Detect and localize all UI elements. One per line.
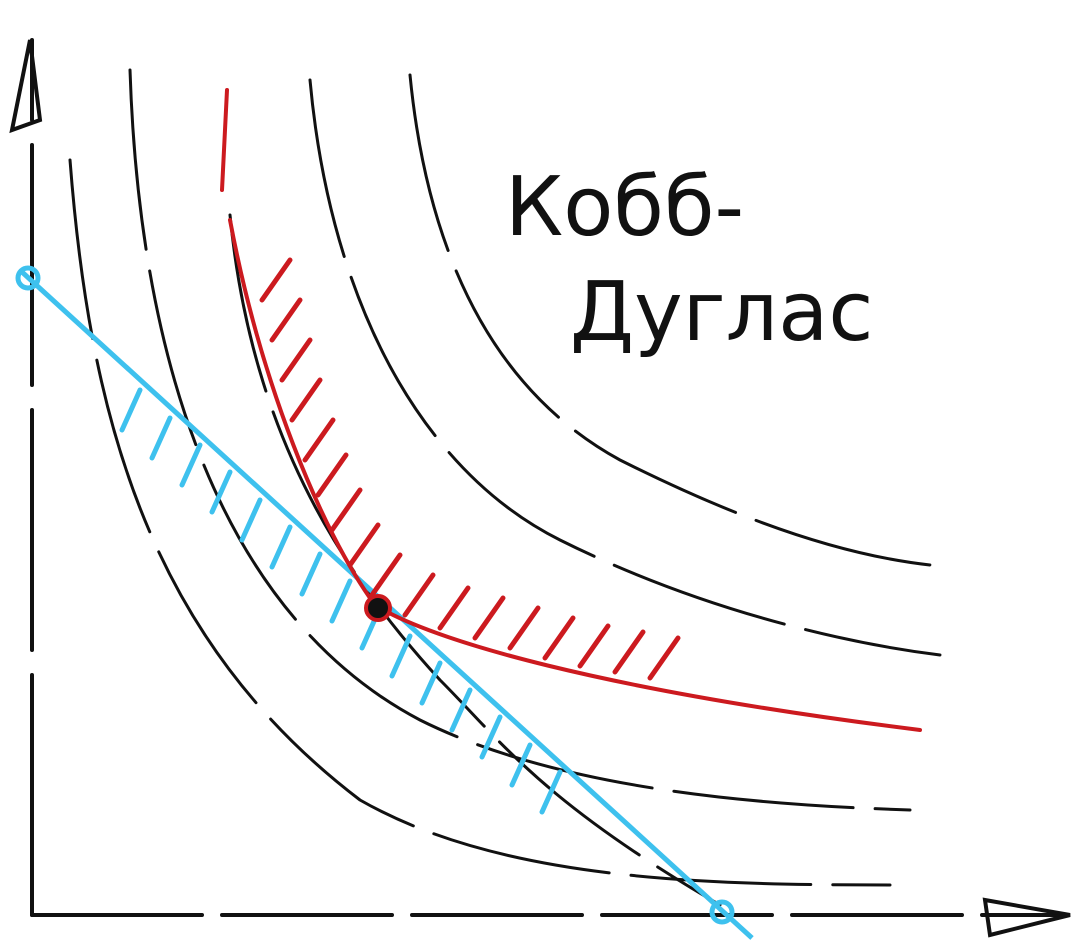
budget-hatching — [119, 387, 563, 815]
intercept-point — [15, 265, 41, 291]
red-hatching — [259, 257, 681, 681]
intercept-point — [709, 899, 735, 925]
indifference-curve — [128, 68, 912, 812]
indifference-curve — [308, 78, 942, 657]
title-line-2: Дуглас — [570, 265, 873, 360]
y-axis-arrow — [9, 39, 43, 134]
optimum-point — [364, 594, 392, 622]
indifference-curve — [408, 73, 932, 567]
title-line-1: Кобб- — [505, 160, 744, 255]
x-axis-arrow — [982, 897, 1071, 938]
indifference-curve — [228, 213, 722, 907]
